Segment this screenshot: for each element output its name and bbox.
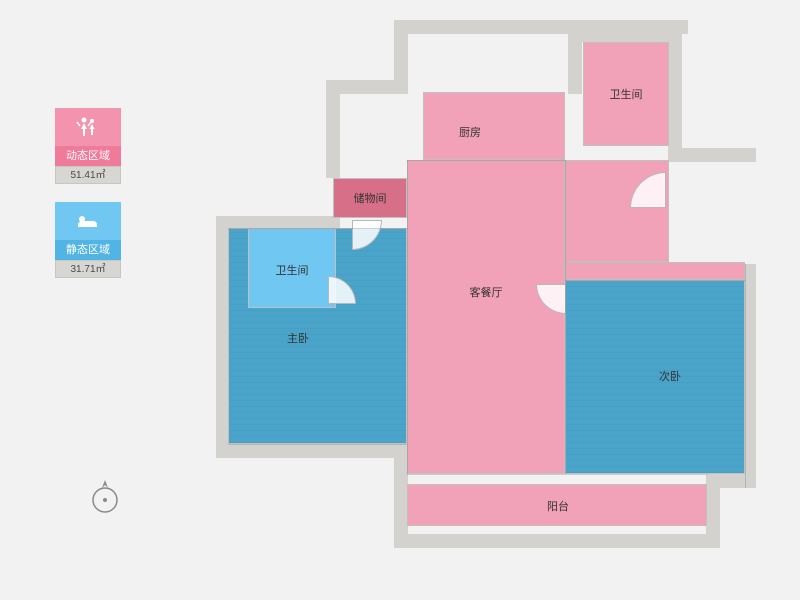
room-label-bathroom2: 卫生间 [610, 86, 643, 102]
outer-wall [668, 28, 682, 162]
people-icon [55, 108, 121, 146]
legend-static: 静态区域 31.71㎡ [55, 202, 121, 278]
wall-stroke [745, 264, 746, 488]
room-label-balcony: 阳台 [547, 498, 569, 514]
legend-static-value: 31.71㎡ [55, 260, 121, 278]
outer-wall [394, 534, 720, 548]
legend-dynamic-value: 51.41㎡ [55, 166, 121, 184]
room-second [565, 280, 745, 474]
wall-stroke [565, 280, 745, 281]
floor-plan: 主卧次卧客餐厅厨房卫生间储物间卫生间阳台 [208, 20, 756, 568]
outer-wall [328, 80, 408, 94]
room-label-storage: 储物间 [354, 190, 387, 206]
outer-wall [326, 80, 340, 178]
room-label-living: 客餐厅 [470, 284, 503, 300]
legend-static-label: 静态区域 [55, 240, 121, 260]
outer-wall [568, 28, 682, 42]
legend-dynamic-label: 动态区域 [55, 146, 121, 166]
room-label-bathroom1: 卫生间 [276, 262, 309, 278]
outer-wall [568, 28, 582, 94]
wall-stroke [407, 160, 408, 474]
compass-icon [88, 476, 122, 516]
room-label-second: 次卧 [659, 368, 681, 384]
wall-stroke [407, 160, 565, 161]
room-label-kitchen: 厨房 [459, 124, 481, 140]
wall-stroke [228, 228, 407, 229]
outer-wall [394, 444, 408, 548]
outer-wall [216, 444, 408, 458]
room-living [407, 160, 565, 474]
room-kitchen [423, 92, 565, 160]
sleep-icon [55, 202, 121, 240]
legend-dynamic: 动态区域 51.41㎡ [55, 108, 121, 184]
wall-stroke [228, 444, 407, 445]
legend: 动态区域 51.41㎡ 静态区域 31.71㎡ [55, 108, 121, 296]
wall-stroke [565, 160, 566, 474]
room-label-master: 主卧 [287, 330, 309, 346]
wall-stroke [407, 474, 707, 475]
room-living_ext2 [565, 262, 745, 280]
outer-wall [394, 20, 408, 86]
